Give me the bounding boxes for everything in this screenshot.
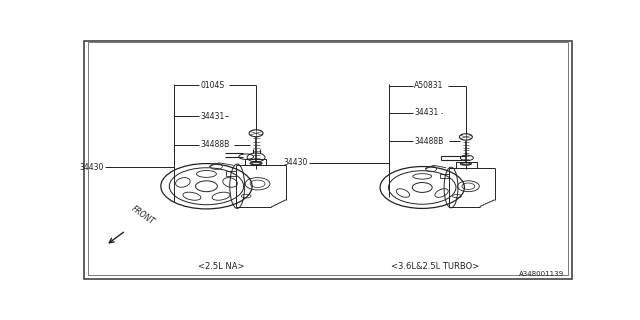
Text: 34430: 34430 bbox=[79, 163, 104, 172]
Text: <2.5L NA>: <2.5L NA> bbox=[198, 262, 244, 271]
Text: 34430: 34430 bbox=[284, 158, 308, 167]
Text: 34431: 34431 bbox=[414, 108, 438, 117]
Text: 34431: 34431 bbox=[200, 111, 224, 121]
Text: 0104S: 0104S bbox=[200, 81, 224, 90]
Text: A50831: A50831 bbox=[414, 81, 444, 90]
Text: FRONT: FRONT bbox=[129, 204, 156, 226]
Text: 34488B: 34488B bbox=[200, 140, 229, 149]
Text: <3.6L&2.5L TURBO>: <3.6L&2.5L TURBO> bbox=[390, 262, 479, 271]
Text: A348001139: A348001139 bbox=[518, 271, 564, 277]
Text: 34488B: 34488B bbox=[414, 137, 444, 146]
